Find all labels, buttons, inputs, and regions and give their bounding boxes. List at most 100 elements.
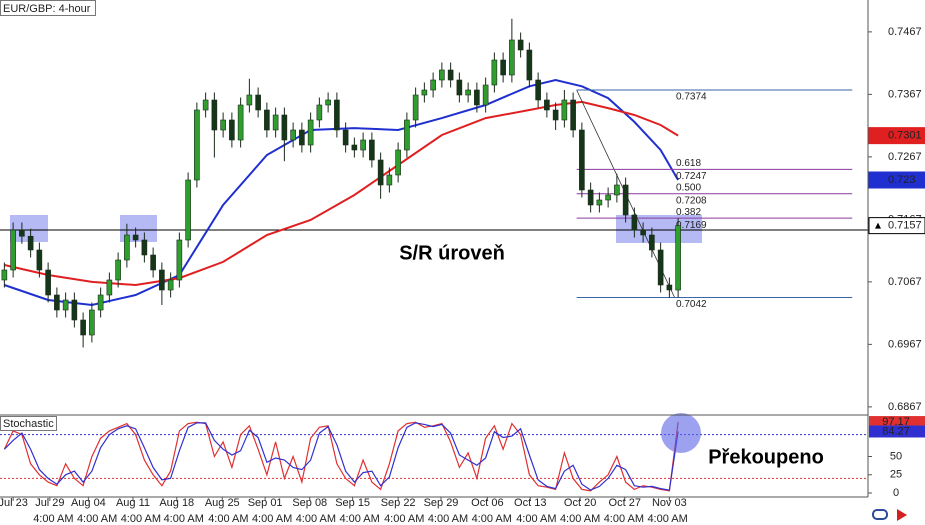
candle-body [657,249,664,286]
value-tag [869,416,925,429]
candle-body [544,99,550,111]
x-tick-label: 4:00 AM [472,513,512,525]
candle-body [666,284,673,291]
candle-body [465,89,471,96]
candle-body [334,99,340,131]
candle-body [509,39,515,76]
candle-body [132,234,139,241]
candle-body [412,94,419,121]
candle-body [649,234,655,251]
candle-body [237,104,244,141]
candle-body [62,299,69,311]
y-tick-label: 0.7367 [888,88,922,100]
candle-body [561,99,568,121]
candle-body [299,129,305,146]
x-tick-label: Jul 23 [0,497,28,509]
candle-body [474,89,480,106]
candle-body [290,129,296,141]
candle-body [500,59,506,76]
candle-body [491,59,498,86]
fib-price-label: 0.7374 [676,92,707,103]
candle-body [36,249,43,271]
candle-body [605,194,611,201]
candle-body [1,269,8,281]
candle-body [377,159,384,186]
candle-body [342,129,349,146]
candle-body [570,99,576,131]
x-tick-label: 4:00 AM [647,513,687,525]
value-tag-label: 0.7301 [888,130,922,142]
x-tick-label: Sep 22 [381,497,416,509]
x-tick-label: 4:00 AM [604,513,644,525]
candle-body [675,225,681,291]
x-tick-label: Sep 29 [424,497,459,509]
title-box [0,0,96,16]
value-tag-label: 84.27 [882,425,910,437]
fib-price-label: 0.7247 [676,171,707,182]
candle-body [246,94,253,106]
link-icon[interactable] [872,509,888,520]
candle-body [141,239,148,256]
fib-ratio-label: 0.382 [676,207,701,218]
arrow-icon[interactable] [897,509,907,521]
stoch-line [3,422,679,491]
candle-body [264,109,270,131]
value-tag [868,127,925,145]
moving-average [4,78,679,307]
x-tick-label: Aug 04 [71,497,106,509]
x-tick-label: Sep 01 [248,497,283,509]
x-tick-label: 4:00 AM [33,513,73,525]
x-tick-label: 4:00 AM [384,513,424,525]
fib-price-label: 0.7208 [676,195,707,206]
value-tag [869,425,925,438]
chart-title: EUR/GBP: 4-hour [3,3,91,15]
x-tick-label: 4:00 AM [252,513,292,525]
price-marker [875,222,881,229]
value-tag-label: 0.7157 [888,220,922,232]
x-tick-label: 4:00 AM [121,513,161,525]
x-tick-label: Oct 27 [609,497,641,509]
candle-body [124,234,130,261]
candle-body [71,299,78,321]
x-tick-label: Oct 06 [471,497,503,509]
candle-body [517,39,524,51]
x-tick-label: Aug 11 [116,497,150,509]
candle-body [447,69,454,81]
candle-body [106,279,113,296]
candle-body [360,139,366,151]
x-tick-label: 4:00 AM [428,513,468,525]
stoch-title-box [0,416,57,431]
x-tick-label: 4:00 AM [339,513,379,525]
x-tick-label: 4:00 AM [516,513,556,525]
fib-price-label: 0.7042 [676,299,707,310]
candle-body [456,79,463,96]
candle-body [185,179,191,241]
toolbar-icons [872,509,907,521]
stoch-title: Stochastic [3,418,54,430]
candle-body [386,174,393,186]
candle-body [167,279,174,291]
x-tick-label: 4:00 AM [77,513,117,525]
candle-body [535,79,541,101]
y-tick-label: 0.7467 [888,26,922,38]
candle-body [482,84,489,106]
x-tick-label: 4:00 AM [560,513,600,525]
candle-body [369,139,375,161]
candle-body [202,99,209,111]
y-tick-label: 25 [890,469,902,481]
highlight-circle [661,413,701,453]
candle-body [404,119,410,151]
y-tick-label: 0.6967 [888,338,922,350]
candle-body [421,89,428,96]
candle-body [351,144,358,151]
candle-body [255,94,261,111]
x-tick-label: Aug 18 [159,497,194,509]
candle-body [307,119,314,146]
x-tick-label: Oct 20 [564,497,596,509]
x-tick-label: Sep 08 [292,497,327,509]
value-tag-label: 0.723 [888,174,916,186]
plot-layer: 0.68670.69670.70670.71670.72670.73670.74… [0,18,925,525]
fib-ratio-label: 0.618 [676,158,701,169]
x-tick-label: 4:00 AM [164,513,204,525]
